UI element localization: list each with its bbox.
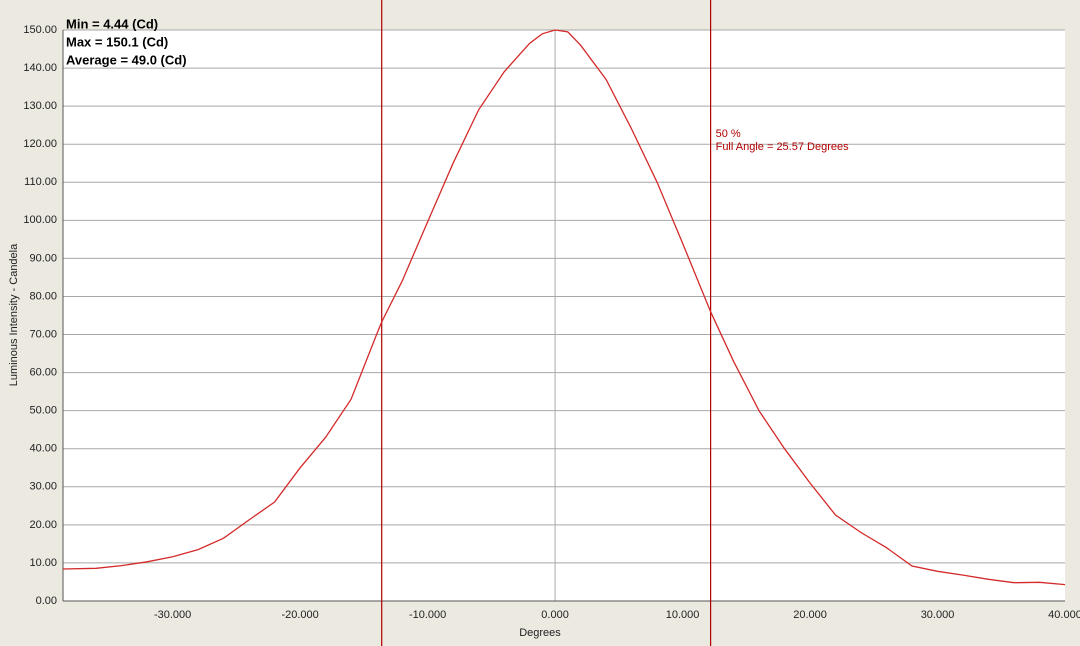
x-tick-label: 0.000 bbox=[541, 609, 569, 621]
y-tick-label: 130.00 bbox=[23, 100, 57, 112]
x-tick-label: 10.000 bbox=[666, 609, 700, 621]
x-tick-label: 40.000 bbox=[1048, 609, 1080, 621]
y-tick-label: 90.00 bbox=[29, 252, 57, 264]
y-tick-label: 60.00 bbox=[29, 367, 57, 379]
data-line bbox=[62, 29, 1066, 586]
y-tick-label: 120.00 bbox=[23, 138, 57, 150]
marker-annotation: 50 % bbox=[716, 128, 741, 140]
y-tick-label: 150.00 bbox=[23, 24, 57, 36]
x-tick-label: 20.000 bbox=[793, 609, 827, 621]
marker-annotation: Full Angle = 25.57 Degrees bbox=[716, 141, 850, 153]
x-tick-label: 30.000 bbox=[921, 609, 955, 621]
x-axis-label: Degrees bbox=[519, 627, 561, 639]
y-tick-label: 40.00 bbox=[29, 443, 57, 455]
x-tick-label: -10.000 bbox=[409, 609, 446, 621]
y-tick-label: 0.00 bbox=[36, 595, 57, 607]
y-tick-label: 110.00 bbox=[24, 176, 57, 188]
x-tick-label: -30.000 bbox=[154, 609, 191, 621]
y-tick-label: 100.00 bbox=[23, 214, 57, 226]
y-tick-label: 80.00 bbox=[29, 290, 57, 302]
stat-annotation: Max = 150.1 (Cd) bbox=[66, 34, 168, 49]
y-tick-label: 10.00 bbox=[29, 557, 57, 569]
y-tick-label: 30.00 bbox=[29, 481, 57, 493]
y-tick-label: 70.00 bbox=[29, 328, 57, 340]
y-tick-label: 50.00 bbox=[29, 405, 57, 417]
x-tick-label: -20.000 bbox=[281, 609, 318, 621]
stat-annotation: Average = 49.0 (Cd) bbox=[66, 52, 187, 67]
plot-area bbox=[63, 30, 1065, 601]
y-tick-label: 140.00 bbox=[23, 62, 57, 74]
stat-annotation: Min = 4.44 (Cd) bbox=[66, 16, 158, 31]
y-axis-label: Luminous Intensity - Candela bbox=[8, 243, 20, 386]
y-tick-label: 20.00 bbox=[29, 519, 57, 531]
